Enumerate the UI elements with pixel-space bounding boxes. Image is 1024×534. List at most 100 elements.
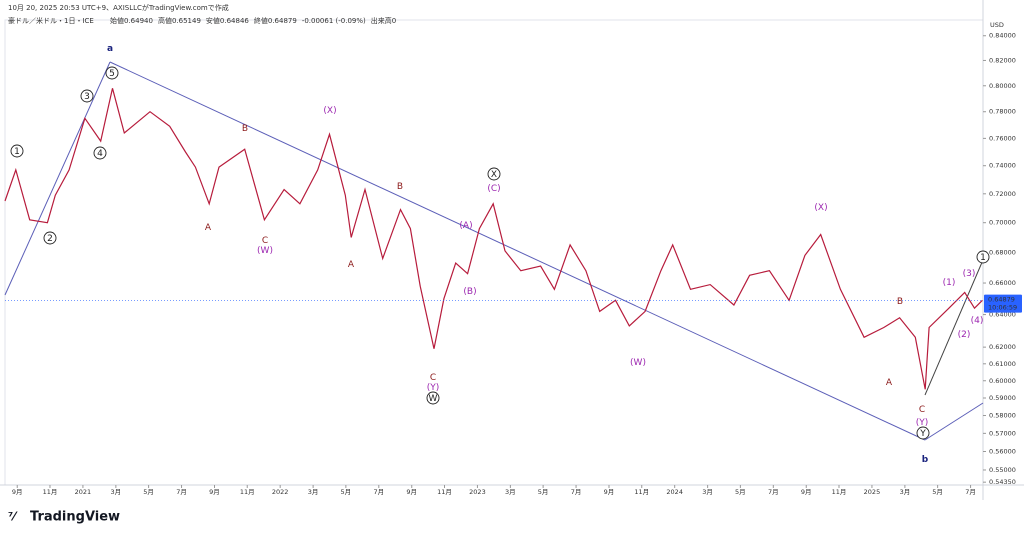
wave-label: (X) <box>323 106 336 116</box>
symbol: 豪ドル／米ドル・1日・ICE <box>8 16 94 25</box>
wave-label: W <box>429 394 438 404</box>
x-tick-label: 5月 <box>143 488 154 496</box>
y-tick-label: 0.55000 <box>989 466 1016 474</box>
created-note: 10月 20, 2025 20:53 UTC+9、AXISLLCがTrading… <box>8 3 229 12</box>
wave-circle <box>426 391 440 405</box>
x-tick-label: 9月 <box>209 488 220 496</box>
y-tick-label: 0.76000 <box>989 134 1016 142</box>
y-tick-label: 0.62000 <box>989 343 1016 351</box>
wave-line <box>4 61 111 296</box>
x-tick-label: 3月 <box>111 488 122 496</box>
wave-label: b <box>922 455 929 465</box>
wave-label: (B) <box>463 287 476 297</box>
wave-label: A <box>348 260 355 270</box>
wave-label: 1 <box>14 147 20 157</box>
x-tick-label: 7月 <box>965 488 976 496</box>
x-tick-label: 7月 <box>176 488 187 496</box>
x-tick-label: 7月 <box>373 488 384 496</box>
x-tick-label: 11月 <box>634 488 649 496</box>
y-tick-label: 0.78000 <box>989 108 1016 116</box>
wave-label: Y <box>919 429 926 439</box>
ohlc-value: 安値0.64846 <box>206 16 249 25</box>
wave-label: 1 <box>980 253 986 263</box>
wave-circle <box>105 66 119 80</box>
y-tick-label: 0.57000 <box>989 429 1016 437</box>
wave-label: B <box>397 182 403 192</box>
wave-label: A <box>205 223 212 233</box>
x-tick-label: 3月 <box>308 488 319 496</box>
wave-label: (A) <box>459 221 472 231</box>
x-tick-label: 2023 <box>469 488 486 496</box>
last-price-label: 0.64879 <box>988 296 1015 304</box>
plot-area <box>4 19 984 486</box>
wave-label: B <box>242 124 248 134</box>
y-tick-label: 0.59000 <box>989 394 1016 402</box>
ohlc-value: 高値0.65149 <box>158 16 201 25</box>
wave-label: (3) <box>963 269 976 279</box>
y-tick-label: 0.68000 <box>989 248 1016 256</box>
price-line <box>4 88 983 390</box>
wave-label: B <box>897 297 903 307</box>
wave-label: (2) <box>958 330 971 340</box>
x-tick-label: 3月 <box>702 488 713 496</box>
x-tick-label: 5月 <box>341 488 352 496</box>
y-tick-label: 0.70000 <box>989 219 1016 227</box>
x-tick-label: 9月 <box>801 488 812 496</box>
ohlc-value: 出来高0 <box>371 16 396 25</box>
wave-label: 5 <box>109 69 115 79</box>
brand-logo: ⁷⁄ <box>8 510 18 524</box>
wave-line <box>924 259 984 396</box>
y-tick-label: 0.82000 <box>989 56 1016 64</box>
y-tick-label: 0.54350 <box>989 478 1016 486</box>
ohlc-value: 終値0.64879 <box>254 16 297 25</box>
wave-label: X <box>491 170 497 180</box>
wave-label: (C) <box>487 184 500 194</box>
wave-circle <box>976 250 990 264</box>
wave-label: (W) <box>257 246 273 256</box>
wave-label: (W) <box>630 358 646 368</box>
x-tick-label: 11月 <box>240 488 255 496</box>
wave-label: C <box>430 373 436 383</box>
brand: TradingView <box>30 510 120 525</box>
x-tick-label: 9月 <box>604 488 615 496</box>
x-tick-label: 7月 <box>768 488 779 496</box>
y-tick-label: 0.56000 <box>989 448 1016 456</box>
wave-label: C <box>262 236 268 246</box>
y-tick-label: 0.74000 <box>989 162 1016 170</box>
y-tick-label: 0.66000 <box>989 279 1016 287</box>
x-tick-label: 2024 <box>666 488 683 496</box>
y-tick-label: 0.72000 <box>989 190 1016 198</box>
x-tick-label: 7月 <box>571 488 582 496</box>
wave-line <box>924 402 984 441</box>
countdown: 10:06:59 <box>988 304 1017 312</box>
y-tick-label: 0.58000 <box>989 412 1016 420</box>
x-tick-label: 2022 <box>272 488 289 496</box>
y-tick-label: 0.84000 <box>989 32 1016 40</box>
x-tick-label: 3月 <box>505 488 516 496</box>
y-tick-label: 0.80000 <box>989 82 1016 90</box>
y-tick-label: 0.60000 <box>989 377 1016 385</box>
wave-circle <box>43 231 57 245</box>
x-tick-label: 5月 <box>932 488 943 496</box>
x-tick-label: 5月 <box>735 488 746 496</box>
wave-circle <box>487 167 501 181</box>
wave-circle <box>10 144 24 158</box>
x-tick-label: 9月 <box>12 488 23 496</box>
wave-label: C <box>919 405 925 415</box>
ohlc-value: 始値0.64940 <box>110 16 153 25</box>
x-tick-label: 3月 <box>900 488 911 496</box>
x-tick-label: 11月 <box>43 488 58 496</box>
last-price-badge <box>984 294 1022 313</box>
wave-label: 2 <box>47 234 53 244</box>
x-tick-label: 2025 <box>864 488 881 496</box>
wave-label: 3 <box>84 92 90 102</box>
y-tick-label: 0.61000 <box>989 360 1016 368</box>
wave-label: 4 <box>97 149 103 159</box>
wave-line <box>109 61 926 441</box>
ohlc-value: -0.00061 (-0.09%) <box>302 17 366 25</box>
wave-label: (4) <box>971 316 984 326</box>
x-tick-label: 11月 <box>832 488 847 496</box>
x-tick-label: 5月 <box>538 488 549 496</box>
